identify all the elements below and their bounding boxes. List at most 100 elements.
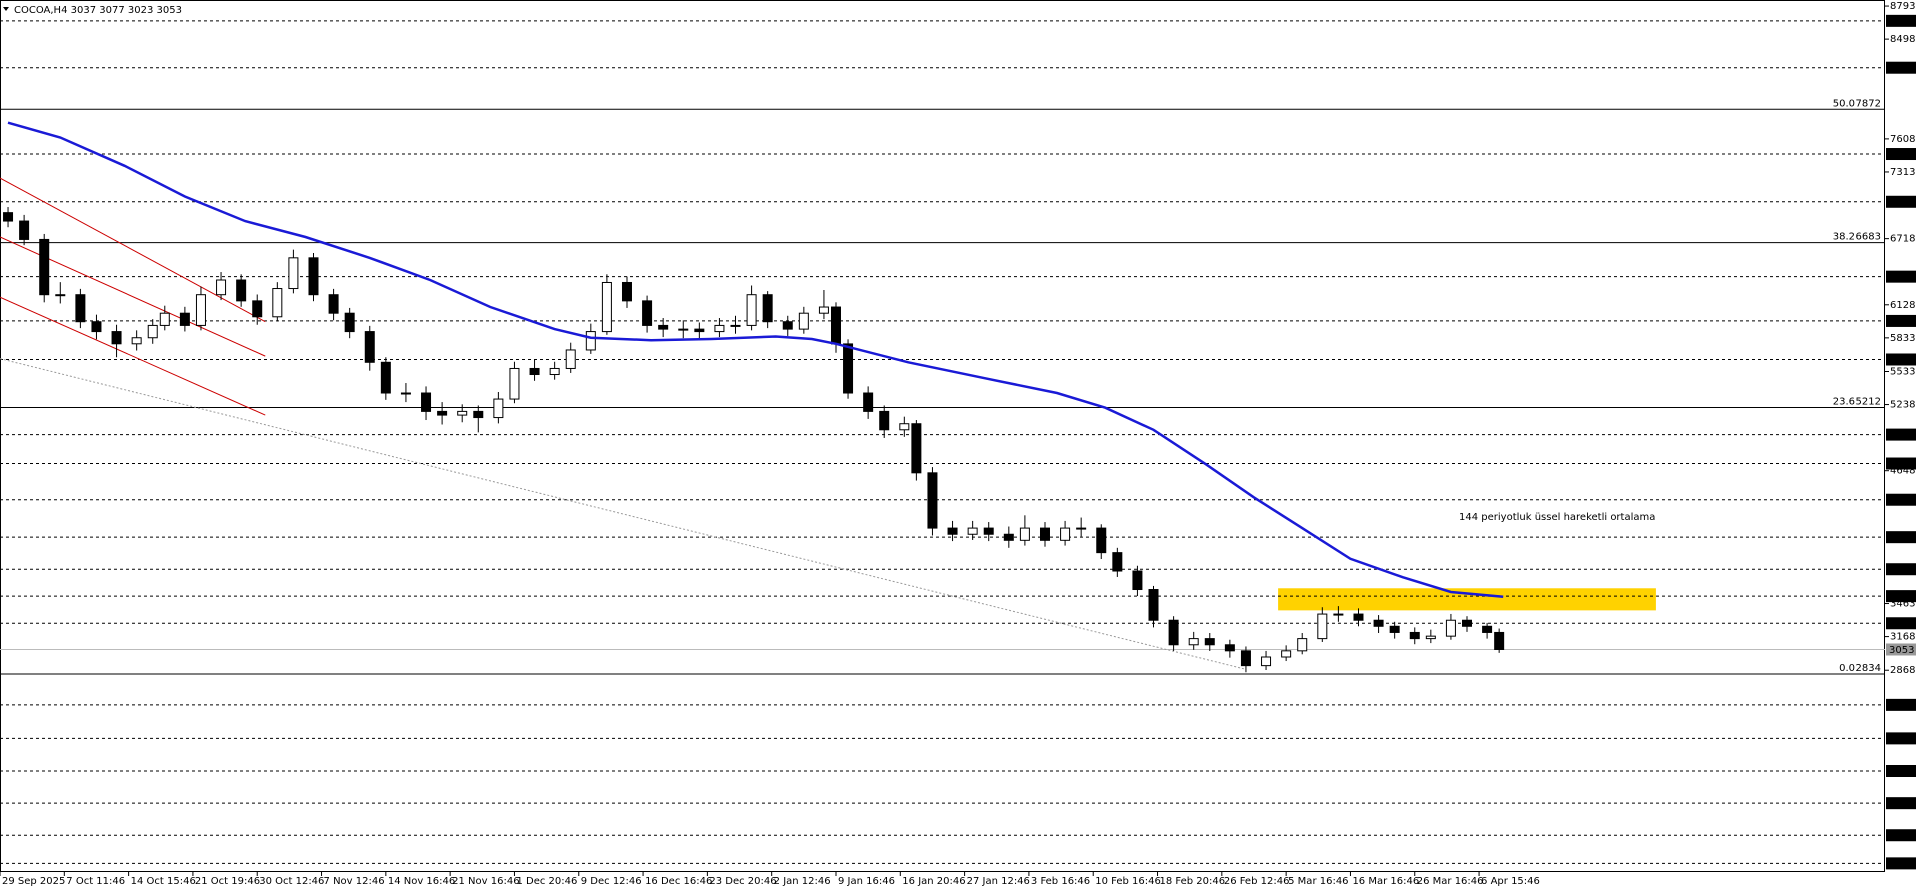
price-badge-label: 1145 — [1889, 859, 1914, 870]
candle-body — [1445, 619, 1456, 637]
price-badge — [1886, 617, 1916, 630]
price-badge-label: 4389 — [1889, 495, 1914, 506]
fibo-price: 2834 — [1856, 663, 1881, 674]
x-tick-label: 2 Jan 12:46 — [774, 876, 831, 887]
candle-body — [762, 294, 773, 323]
price-badge — [1886, 643, 1916, 656]
price-badge — [1886, 457, 1916, 470]
candle-body — [1261, 656, 1272, 667]
candle-body — [1389, 625, 1400, 633]
fibo-price: 6683 — [1856, 232, 1881, 243]
price-badge-label: 3769 — [1889, 565, 1914, 576]
x-tick-label: 10 Feb 16:46 — [1095, 876, 1161, 887]
candle-body — [147, 324, 158, 339]
x-tick-label: 27 Jan 12:46 — [967, 876, 1030, 887]
candle-body — [1240, 650, 1251, 667]
x-tick-label: 5 Mar 16:46 — [1288, 876, 1348, 887]
price-badge-label: 4970 — [1889, 430, 1914, 441]
price-badge-label: 2260 — [1889, 734, 1914, 745]
candle-body — [91, 321, 102, 333]
x-tick-label: 9 Dec 12:46 — [581, 876, 642, 887]
candle-body — [863, 392, 874, 412]
price-badge-label: 2559 — [1889, 700, 1914, 711]
candle-body — [272, 288, 283, 318]
price-badge — [1886, 698, 1916, 711]
candle-body — [179, 312, 190, 326]
x-tick-label: 26 Feb 12:46 — [1224, 876, 1290, 887]
candle-body — [1076, 527, 1087, 530]
channel-line — [0, 296, 266, 416]
x-tick-label: 26 Mar 16:46 — [1417, 876, 1484, 887]
candle-body — [601, 281, 612, 333]
candle-body — [159, 312, 170, 326]
x-tick-label: 18 Feb 20:46 — [1160, 876, 1226, 887]
candle-body — [111, 331, 122, 345]
price-badge-label: 6379 — [1889, 272, 1914, 283]
price-badge — [1886, 61, 1916, 74]
candle-body — [1188, 638, 1199, 646]
fibo-label: 38.2 — [1833, 232, 1855, 243]
candle-body — [1168, 619, 1179, 646]
candle-body — [288, 257, 299, 290]
candle-body — [818, 306, 829, 314]
candle-body — [55, 294, 66, 297]
x-tick-label: 23 Dec 20:46 — [709, 876, 776, 887]
candle-body — [549, 367, 560, 376]
y-tick-label: 6128 — [1890, 300, 1915, 311]
candle-body — [1132, 570, 1143, 591]
x-tick-label: 16 Dec 16:46 — [645, 876, 712, 887]
y-tick-label: 5833 — [1890, 333, 1915, 344]
y-tick-label: 4648 — [1890, 466, 1915, 477]
price-badge-label: 1969 — [1889, 767, 1914, 778]
x-tick-label: 29 Sep 2025 — [2, 876, 65, 887]
price-badge-label: 4712 — [1889, 459, 1914, 470]
x-tick-label: 7 Oct 11:46 — [66, 876, 125, 887]
candle-body — [1409, 631, 1420, 640]
price-badge-label: 1396 — [1889, 831, 1914, 842]
candle-body — [457, 410, 468, 416]
candle-body — [1297, 638, 1308, 652]
candle-body — [1003, 533, 1014, 541]
candle-body — [746, 294, 757, 326]
x-tick-label: 6 Apr 15:46 — [1481, 876, 1540, 887]
price-badge-label: 1682 — [1889, 799, 1914, 810]
candle-body — [400, 392, 411, 395]
candle-body — [565, 349, 576, 369]
price-badge — [1886, 195, 1916, 208]
candle-body — [421, 392, 432, 412]
price-badge — [1886, 590, 1916, 603]
candle-body — [364, 331, 375, 363]
price-badge-label: 7473 — [1889, 150, 1914, 161]
candle-body — [1060, 527, 1071, 541]
price-badge-label: 5640 — [1889, 355, 1914, 366]
candle-body — [437, 410, 448, 416]
price-badge — [1886, 314, 1916, 327]
candle-body — [678, 328, 689, 331]
price-badge — [1886, 353, 1916, 366]
y-tick-label: 8498 — [1890, 34, 1915, 45]
candle-body — [983, 527, 994, 535]
annotation: 144 periyotluk üssel hareketli ortalama — [1459, 512, 1655, 523]
x-tick-label: 16 Mar 16:46 — [1352, 876, 1419, 887]
candle-body — [3, 212, 14, 222]
candle-body — [714, 324, 725, 333]
candle-body — [1019, 527, 1030, 541]
candle-body — [642, 300, 653, 326]
candle-body — [798, 312, 809, 330]
y-tick-label: 6718 — [1890, 234, 1915, 245]
x-tick-label: 30 Oct 12:46 — [259, 876, 324, 887]
y-tick-label: 5238 — [1890, 400, 1915, 411]
y-tick-label: 7313 — [1890, 167, 1915, 178]
price-badge — [1886, 797, 1916, 810]
fibo-label: 23.6 — [1833, 396, 1855, 407]
ema-line — [7, 121, 1504, 599]
candle-body — [509, 367, 520, 400]
candle-body — [1317, 613, 1328, 640]
candle-body — [899, 423, 910, 431]
candle-body — [782, 321, 793, 330]
price-badge — [1886, 732, 1916, 745]
candle-body — [252, 300, 263, 318]
y-tick-label: 2868 — [1890, 665, 1915, 676]
x-tick-label: 9 Jan 16:46 — [838, 876, 895, 887]
